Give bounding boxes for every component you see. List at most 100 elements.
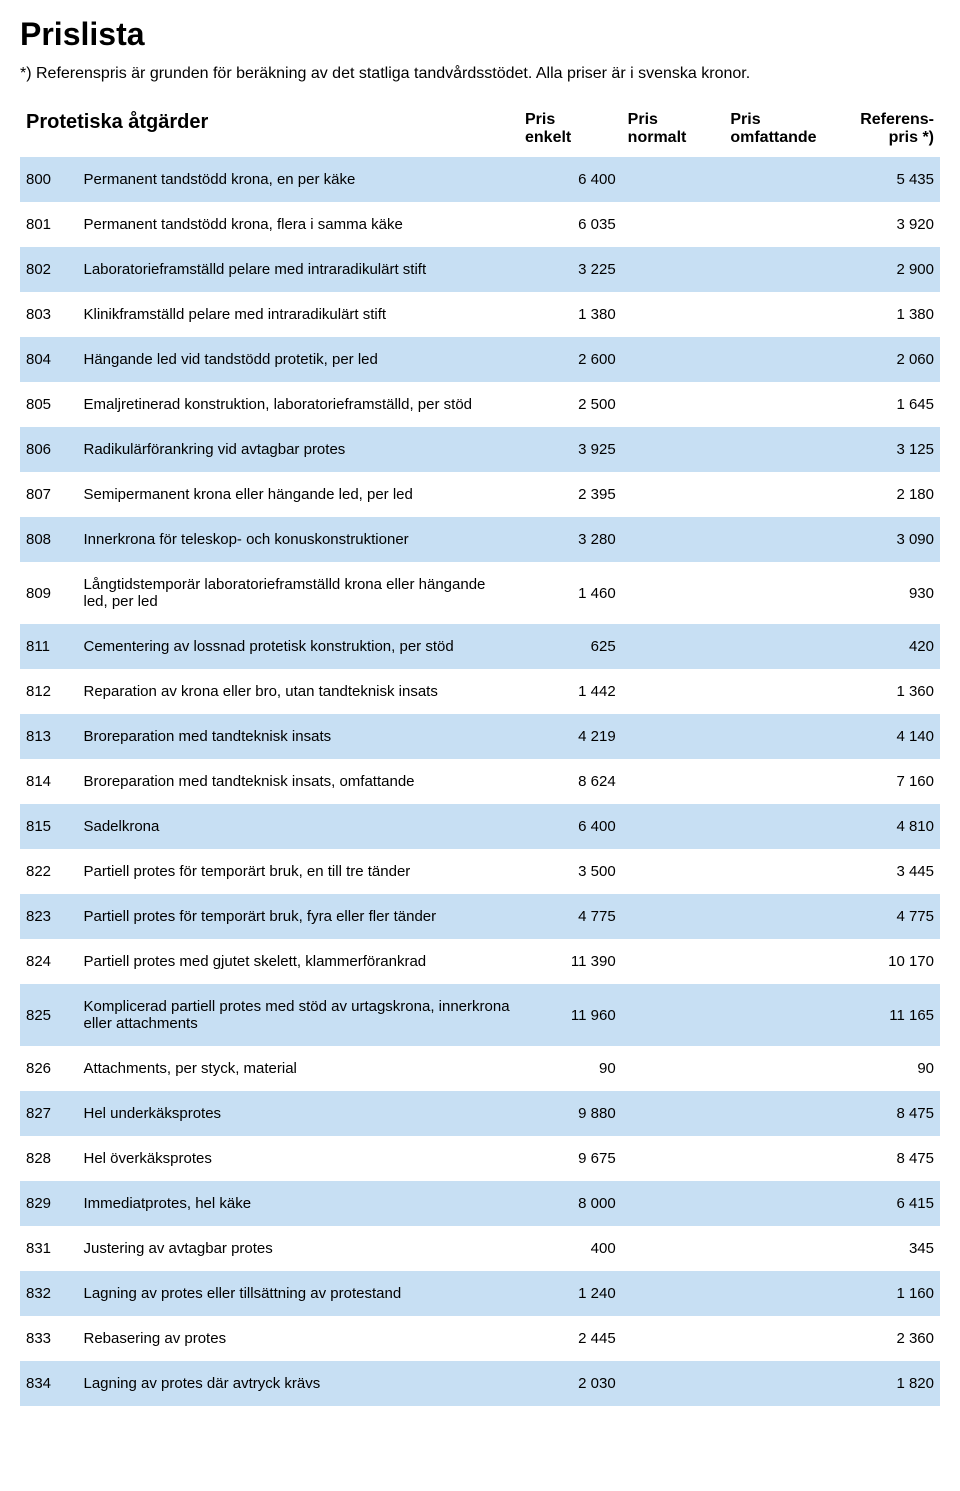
cell-pris-omfattande xyxy=(724,669,827,714)
cell-code: 815 xyxy=(20,804,77,849)
cell-code: 803 xyxy=(20,292,77,337)
cell-code: 804 xyxy=(20,337,77,382)
cell-pris-omfattande xyxy=(724,939,827,984)
table-row: 828Hel överkäksprotes9 6758 475 xyxy=(20,1136,940,1181)
cell-pris-omfattande xyxy=(724,1136,827,1181)
cell-pris-omfattande xyxy=(724,202,827,247)
col-header-enkelt: Prisenkelt xyxy=(519,107,622,157)
table-row: 808Innerkrona för teleskop- och konuskon… xyxy=(20,517,940,562)
table-row: 805Emaljretinerad konstruktion, laborato… xyxy=(20,382,940,427)
cell-pris-normalt xyxy=(622,157,725,202)
cell-pris-normalt xyxy=(622,624,725,669)
cell-pris-enkelt: 3 925 xyxy=(519,427,622,472)
cell-referenspris: 345 xyxy=(827,1226,940,1271)
cell-referenspris: 8 475 xyxy=(827,1136,940,1181)
cell-referenspris: 6 415 xyxy=(827,1181,940,1226)
cell-pris-normalt xyxy=(622,849,725,894)
cell-description: Permanent tandstödd krona, en per käke xyxy=(77,157,519,202)
cell-description: Broreparation med tandteknisk insats xyxy=(77,714,519,759)
cell-description: Immediatprotes, hel käke xyxy=(77,1181,519,1226)
cell-pris-omfattande xyxy=(724,157,827,202)
cell-code: 826 xyxy=(20,1046,77,1091)
cell-description: Långtidstemporär laboratorieframställd k… xyxy=(77,562,519,624)
cell-pris-normalt xyxy=(622,427,725,472)
cell-description: Klinikframställd pelare med intraradikul… xyxy=(77,292,519,337)
cell-pris-normalt xyxy=(622,939,725,984)
table-header-row: Protetiska åtgärder Prisenkelt Prisnorma… xyxy=(20,107,940,157)
cell-description: Justering av avtagbar protes xyxy=(77,1226,519,1271)
cell-pris-omfattande xyxy=(724,517,827,562)
cell-pris-enkelt: 9 675 xyxy=(519,1136,622,1181)
table-row: 813Broreparation med tandteknisk insats4… xyxy=(20,714,940,759)
cell-pris-normalt xyxy=(622,984,725,1046)
cell-pris-normalt xyxy=(622,804,725,849)
cell-description: Hel underkäksprotes xyxy=(77,1091,519,1136)
cell-pris-enkelt: 1 240 xyxy=(519,1271,622,1316)
cell-description: Radikulärförankring vid avtagbar protes xyxy=(77,427,519,472)
table-row: 815Sadelkrona6 4004 810 xyxy=(20,804,940,849)
table-row: 825Komplicerad partiell protes med stöd … xyxy=(20,984,940,1046)
cell-code: 833 xyxy=(20,1316,77,1361)
price-table: Protetiska åtgärder Prisenkelt Prisnorma… xyxy=(20,107,940,1406)
cell-pris-normalt xyxy=(622,1181,725,1226)
cell-pris-omfattande xyxy=(724,1361,827,1406)
cell-code: 822 xyxy=(20,849,77,894)
cell-pris-omfattande xyxy=(724,624,827,669)
table-row: 803Klinikframställd pelare med intraradi… xyxy=(20,292,940,337)
cell-pris-omfattande xyxy=(724,1091,827,1136)
cell-pris-omfattande xyxy=(724,849,827,894)
cell-pris-omfattande xyxy=(724,337,827,382)
cell-pris-enkelt: 400 xyxy=(519,1226,622,1271)
table-row: 809Långtidstemporär laboratorieframställ… xyxy=(20,562,940,624)
cell-description: Rebasering av protes xyxy=(77,1316,519,1361)
cell-pris-omfattande xyxy=(724,714,827,759)
cell-pris-normalt xyxy=(622,1316,725,1361)
note-text: *) Referenspris är grunden för beräkning… xyxy=(20,65,940,83)
table-row: 823Partiell protes för temporärt bruk, f… xyxy=(20,894,940,939)
cell-pris-enkelt: 3 225 xyxy=(519,247,622,292)
cell-pris-omfattande xyxy=(724,382,827,427)
cell-pris-omfattande xyxy=(724,247,827,292)
cell-description: Broreparation med tandteknisk insats, om… xyxy=(77,759,519,804)
cell-pris-enkelt: 3 500 xyxy=(519,849,622,894)
cell-description: Komplicerad partiell protes med stöd av … xyxy=(77,984,519,1046)
table-row: 802Laboratorieframställd pelare med intr… xyxy=(20,247,940,292)
cell-pris-normalt xyxy=(622,562,725,624)
cell-code: 809 xyxy=(20,562,77,624)
cell-pris-enkelt: 4 775 xyxy=(519,894,622,939)
cell-code: 800 xyxy=(20,157,77,202)
cell-pris-enkelt: 625 xyxy=(519,624,622,669)
cell-pris-normalt xyxy=(622,472,725,517)
cell-pris-enkelt: 2 445 xyxy=(519,1316,622,1361)
cell-description: Sadelkrona xyxy=(77,804,519,849)
cell-pris-enkelt: 9 880 xyxy=(519,1091,622,1136)
cell-pris-enkelt: 4 219 xyxy=(519,714,622,759)
cell-pris-normalt xyxy=(622,669,725,714)
cell-code: 806 xyxy=(20,427,77,472)
cell-pris-omfattande xyxy=(724,1316,827,1361)
cell-description: Attachments, per styck, material xyxy=(77,1046,519,1091)
page-title: Prislista xyxy=(20,16,940,53)
cell-referenspris: 1 820 xyxy=(827,1361,940,1406)
table-row: 800Permanent tandstödd krona, en per käk… xyxy=(20,157,940,202)
cell-pris-omfattande xyxy=(724,804,827,849)
table-row: 829Immediatprotes, hel käke8 0006 415 xyxy=(20,1181,940,1226)
cell-pris-normalt xyxy=(622,337,725,382)
cell-pris-enkelt: 11 390 xyxy=(519,939,622,984)
cell-code: 807 xyxy=(20,472,77,517)
cell-referenspris: 3 920 xyxy=(827,202,940,247)
cell-referenspris: 1 645 xyxy=(827,382,940,427)
cell-pris-normalt xyxy=(622,292,725,337)
cell-pris-enkelt: 2 500 xyxy=(519,382,622,427)
cell-description: Hängande led vid tandstödd protetik, per… xyxy=(77,337,519,382)
cell-code: 824 xyxy=(20,939,77,984)
cell-code: 825 xyxy=(20,984,77,1046)
cell-code: 823 xyxy=(20,894,77,939)
cell-referenspris: 10 170 xyxy=(827,939,940,984)
section-title: Protetiska åtgärder xyxy=(26,111,208,134)
cell-pris-enkelt: 3 280 xyxy=(519,517,622,562)
cell-referenspris: 4 140 xyxy=(827,714,940,759)
table-row: 812Reparation av krona eller bro, utan t… xyxy=(20,669,940,714)
cell-referenspris: 7 160 xyxy=(827,759,940,804)
cell-referenspris: 3 090 xyxy=(827,517,940,562)
